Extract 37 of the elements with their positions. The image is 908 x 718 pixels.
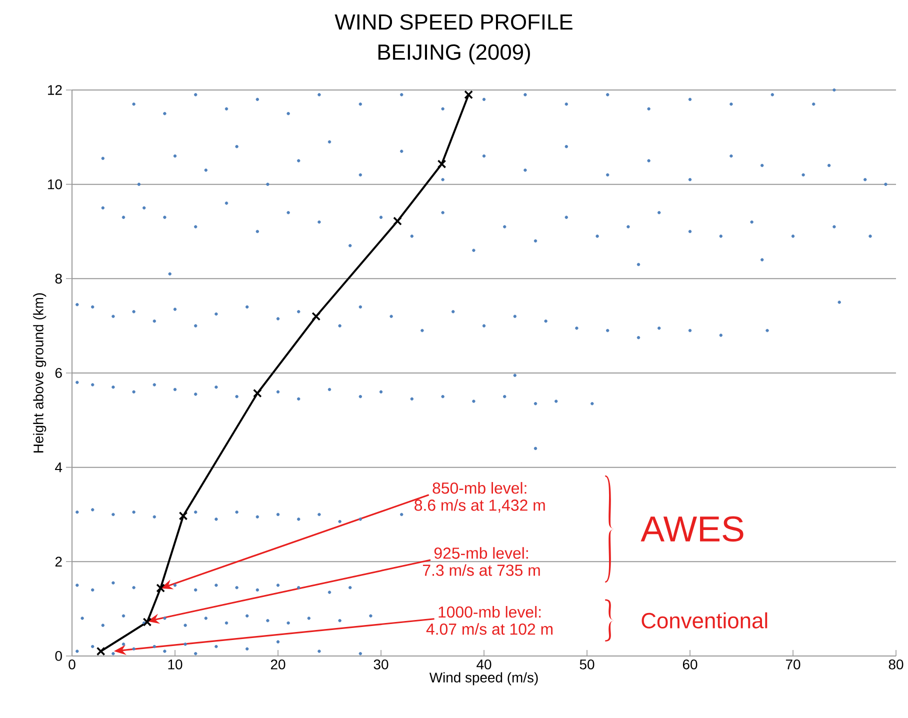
y-axis-title: Height above ground (km) — [33, 293, 46, 452]
annotation: 8.6 m/s at 1,432 m — [414, 499, 545, 513]
y-tick-label: 8 — [55, 274, 62, 284]
y-tick-label: 6 — [55, 368, 62, 378]
point — [96, 646, 106, 656]
y-tick-label: 0 — [55, 651, 62, 661]
point — [464, 90, 473, 100]
x-axis-title: Wind speed (m/s) — [429, 672, 538, 686]
annotation: 7.3 m/s at 735 m — [422, 564, 540, 576]
point — [252, 388, 262, 398]
annotation: Conventional — [642, 612, 768, 628]
x-tick-label: 60 — [682, 659, 698, 670]
point — [178, 511, 188, 520]
y-tick-label: 4 — [55, 462, 62, 472]
annotation: 925-mb level: — [434, 547, 528, 559]
point — [156, 584, 166, 592]
y-tick-label: 12 — [48, 85, 62, 95]
x-tick-label: 70 — [786, 659, 800, 670]
annotation: 850-mb level: — [432, 482, 526, 494]
point — [437, 160, 446, 168]
annotation: 1000-mb level: — [438, 606, 541, 618]
x-tick-label: 0 — [68, 659, 76, 670]
x-tick-label: 20 — [270, 659, 286, 670]
x-tick-label: 30 — [374, 659, 388, 670]
x-tick-label: 10 — [168, 659, 182, 670]
y-tick-label: 10 — [48, 179, 62, 190]
chart-title: WIND SPEED PROFILE — [334, 14, 572, 30]
point — [312, 312, 321, 321]
point — [142, 618, 152, 626]
x-tick-label: 80 — [888, 659, 904, 670]
annotation: AWES — [640, 516, 744, 542]
chart-subtitle: BEIJING (2009) — [378, 44, 530, 64]
y-tick-label: 2 — [55, 556, 62, 567]
x-tick-label: 50 — [580, 659, 594, 670]
point — [393, 216, 402, 226]
annotation: 4.07 m/s at 102 m — [426, 623, 552, 635]
x-tick-label: 40 — [476, 659, 492, 670]
